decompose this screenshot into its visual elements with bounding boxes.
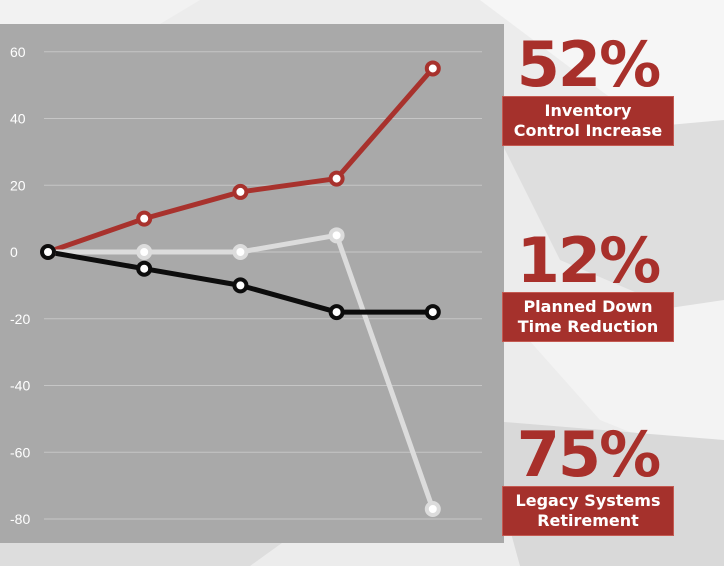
y-tick-label: 20: [10, 177, 26, 193]
y-tick-label: -40: [10, 378, 30, 394]
series-2-point: [40, 244, 56, 260]
stat-inventory: 52% Inventory Control Increase: [502, 34, 674, 146]
stat-inventory-label-line1: Inventory: [544, 101, 632, 120]
y-tick-label: 60: [10, 44, 26, 60]
stat-inventory-value: 52%: [516, 28, 661, 101]
series-0-point: [232, 183, 249, 200]
plot-area: [0, 24, 504, 543]
y-tick-label: 0: [10, 244, 18, 260]
y-tick-label: -20: [10, 311, 30, 327]
series-0-point: [424, 60, 441, 77]
y-tick-label: -60: [10, 444, 30, 460]
series-2-point: [232, 277, 249, 294]
stat-downtime-value: 12%: [516, 224, 661, 297]
stat-downtime: 12% Planned Down Time Reduction: [502, 230, 674, 342]
stat-downtime-label-line1: Planned Down: [523, 297, 653, 316]
series-1-point: [328, 227, 345, 244]
y-tick-label: 40: [10, 111, 26, 127]
series-0-point: [136, 210, 153, 227]
series-1-point: [232, 244, 249, 260]
stat-legacy-label-line1: Legacy Systems: [515, 491, 661, 510]
stat-legacy-label-line2: Retirement: [537, 511, 639, 530]
stat-inventory-label: Inventory Control Increase: [502, 96, 674, 146]
series-2-point: [136, 260, 153, 277]
series-1-point: [424, 500, 441, 517]
stat-legacy: 75% Legacy Systems Retirement: [502, 424, 674, 536]
stat-downtime-label-line2: Time Reduction: [517, 317, 659, 336]
series-2-point: [328, 304, 345, 321]
stat-inventory-label-line2: Control Increase: [513, 121, 663, 140]
stat-legacy-label: Legacy Systems Retirement: [502, 486, 674, 536]
series-2-point: [424, 304, 441, 321]
series-1-point: [136, 244, 153, 260]
y-tick-label: -80: [10, 511, 30, 527]
series-0-point: [328, 170, 345, 187]
stat-downtime-label: Planned Down Time Reduction: [502, 292, 674, 342]
stat-legacy-value: 75%: [516, 418, 661, 491]
